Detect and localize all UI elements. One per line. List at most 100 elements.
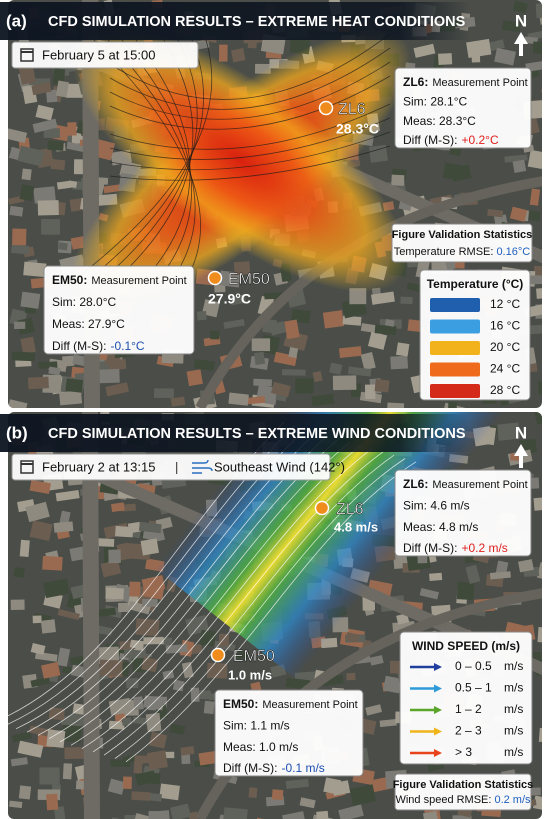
building: [62, 355, 75, 367]
building: [495, 560, 509, 576]
building: [126, 677, 139, 689]
building: [230, 294, 246, 306]
streamline: [81, 448, 373, 749]
streamline: [109, 117, 391, 160]
building: [186, 369, 203, 387]
building: [509, 206, 528, 222]
building: [46, 793, 59, 811]
stats-box: [391, 223, 533, 263]
streamline: [115, 39, 194, 281]
callout: [394, 67, 532, 149]
streamline: [59, 441, 351, 743]
callout-diff: Diff (M-S): +0.2 m/s: [403, 541, 508, 555]
callout-meas: Meas: 4.8 m/s: [403, 520, 478, 534]
building: [235, 650, 250, 660]
point-value: 4.8 m/s: [334, 519, 378, 534]
building: [17, 740, 44, 758]
building: [316, 810, 329, 819]
building: [64, 747, 86, 760]
building: [253, 351, 266, 366]
building: [105, 382, 130, 397]
stats-title: Figure Validation Statistics: [393, 779, 534, 791]
building: [124, 814, 139, 819]
building: [389, 660, 402, 674]
legend-swatch: [430, 341, 480, 355]
building: [146, 750, 168, 770]
streamline: [109, 75, 391, 130]
building: [230, 48, 246, 63]
heat-field: [72, 27, 408, 293]
building: [537, 380, 542, 395]
title-bar: [0, 2, 470, 40]
building: [270, 381, 291, 398]
building: [311, 393, 335, 407]
callout-meas: Meas: 1.0 m/s: [223, 740, 298, 754]
building: [527, 149, 542, 170]
legend-range: 0.5 – 1: [455, 681, 492, 695]
stats-value: 0.16°C: [496, 246, 530, 258]
north-arrow: [514, 444, 528, 468]
legend-arrowhead: [434, 749, 442, 757]
building: [169, 803, 191, 819]
building: [284, 319, 300, 340]
building: [29, 479, 51, 494]
building: [23, 261, 47, 278]
building: [529, 188, 541, 206]
building: [59, 390, 83, 406]
building: [11, 244, 30, 255]
streamline: [73, 39, 213, 281]
building: [30, 676, 51, 688]
building: [181, 661, 194, 679]
point-name: ZL6: [336, 501, 364, 518]
calendar-icon: [20, 460, 34, 474]
building: [25, 501, 50, 523]
building: [145, 712, 162, 733]
diff-value: -0.1°C: [110, 339, 144, 353]
point-value: 27.9°C: [208, 291, 251, 307]
building: [133, 696, 144, 711]
building: [253, 378, 273, 387]
date: February 2 at 13:15: [42, 459, 155, 474]
building: [46, 729, 66, 748]
building: [70, 664, 88, 678]
building: [129, 581, 141, 597]
legend-label: 20 °C: [490, 340, 520, 354]
building: [18, 785, 32, 800]
panel-title: CFD SIMULATION RESULTS – EXTREME HEAT CO…: [48, 14, 466, 30]
building: [332, 375, 357, 391]
callout-kind: Measurement Point: [432, 479, 527, 491]
marker: [314, 500, 330, 516]
building: [190, 687, 200, 702]
building: [206, 662, 228, 679]
callout: [214, 689, 364, 777]
building: [384, 318, 395, 327]
streamline: [70, 444, 362, 746]
stats-title: Figure Validation Statistics: [392, 229, 533, 241]
building: [203, 700, 215, 715]
building: [39, 767, 60, 785]
building: [251, 338, 271, 352]
legend-title: Temperature (°C): [427, 277, 524, 291]
legend-unit: m/s: [504, 659, 523, 673]
building: [10, 599, 25, 611]
building: [21, 168, 32, 181]
north: N: [515, 11, 527, 30]
building: [299, 797, 316, 809]
building: [30, 642, 46, 655]
building: [105, 587, 124, 600]
building: [8, 399, 28, 408]
diff-label: Diff (M-S):: [403, 541, 457, 555]
building: [127, 521, 142, 534]
legend-label: 16 °C: [490, 319, 520, 333]
callout-sim: Sim: 1.1 m/s: [223, 719, 290, 733]
panel-label: (b): [6, 423, 28, 442]
building: [369, 655, 384, 666]
callout-sim: Sim: 28.1°C: [403, 95, 467, 109]
diff-label: Diff (M-S):: [223, 761, 277, 775]
building: [396, 613, 410, 625]
building: [170, 396, 186, 407]
streamline: [103, 454, 395, 756]
legend-arrowhead: [434, 684, 442, 693]
building: [488, 39, 505, 52]
building: [387, 402, 405, 408]
